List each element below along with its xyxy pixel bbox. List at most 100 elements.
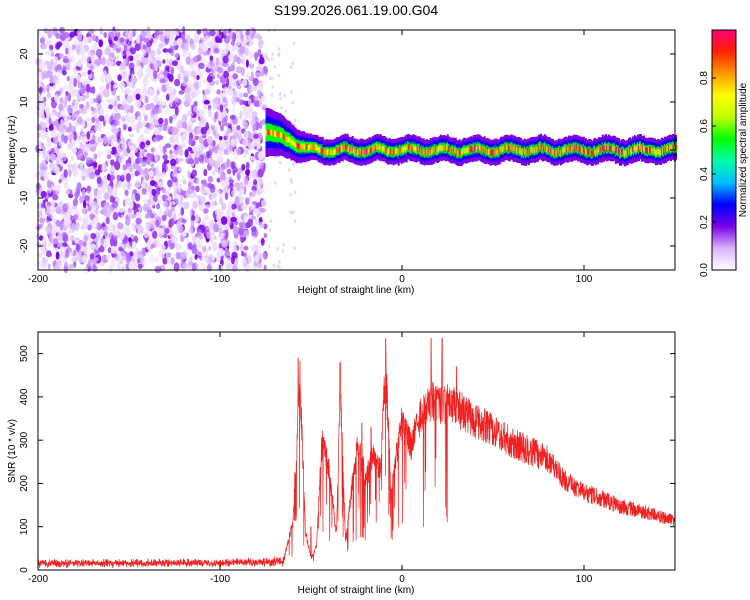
spectrogram-noise-cell (185, 34, 191, 43)
spectrogram-noise-cell (191, 245, 197, 255)
spectrogram-noise-cell (96, 104, 102, 114)
spectrogram-noise-cell (161, 244, 166, 251)
spectrogram-noise-cell (181, 114, 188, 122)
spectrogram-noise-cell (219, 149, 225, 156)
spectrogram-noise-cell (221, 202, 227, 211)
spectrogram-noise-cell (254, 99, 261, 106)
spectrogram-noise-cell (82, 119, 86, 128)
spectrogram-noise-cell (145, 68, 152, 78)
spectrogram-noise-cell (206, 151, 209, 158)
spectrogram-noise-cell (169, 149, 173, 155)
spectrogram-noise-cell (208, 193, 213, 200)
spectrogram-noise-cell (133, 262, 139, 268)
spectrogram-noise-cell (153, 120, 160, 126)
spectrogram-noise-cell (98, 39, 103, 48)
spectrogram-noise-cell (241, 79, 248, 87)
spectrogram-noise-cell (71, 44, 76, 51)
spectrogram-noise-cell (250, 245, 256, 252)
spectrogram-noise-cell (225, 78, 230, 87)
spectrogram-noise-cell (154, 38, 158, 47)
spectrogram-noise-cell (146, 209, 153, 215)
spectrogram-noise-cell (46, 190, 51, 199)
spectrogram-noise-cell (50, 148, 55, 153)
spectrogram-noise-cell (46, 217, 50, 224)
spectrogram-noise-cell (203, 179, 207, 187)
spectrogram-noise-cell (41, 246, 46, 255)
spectrogram-noise-cell (78, 108, 84, 114)
spectrogram-noise-cell (67, 132, 74, 140)
spectrogram-noise-cell (290, 180, 294, 184)
spectrogram-noise-cell (214, 146, 218, 154)
spectrogram-noise-cell (161, 171, 166, 179)
spectrogram-noise-cell (281, 249, 284, 253)
spectrogram-noise-cell (289, 65, 293, 70)
spectrogram-noise-cell (152, 230, 158, 239)
spectrogram-noise-cell (63, 214, 71, 224)
spectrogram-noise-cell (249, 85, 253, 94)
spectrogram-noise-cell (125, 218, 131, 226)
spectrogram-noise-cell (293, 118, 297, 123)
spectrogram-noise-cell (121, 143, 126, 150)
spectrogram-noise-cell (135, 100, 142, 108)
spectrogram-noise-cell (180, 142, 186, 148)
spectrogram-noise-cell (254, 208, 260, 216)
spectrogram-noise-cell (167, 179, 173, 188)
spectrogram-noise-cell (161, 248, 166, 256)
spectrogram-noise-cell (220, 124, 224, 132)
spectrogram-noise-cell (65, 47, 69, 55)
spectrogram-noise-cell (178, 244, 182, 251)
spectrogram-noise-cell (253, 95, 259, 101)
spectrogram-noise-cell (221, 117, 227, 127)
spectrogram-noise-cell (194, 254, 198, 260)
spectrogram-noise-cell (201, 45, 206, 53)
spectrogram-noise-cell (71, 147, 78, 154)
spectrogram-noise-cell (219, 37, 223, 44)
spectrogram-noise-cell (198, 62, 205, 69)
spectrogram-noise-cell (232, 32, 237, 42)
spectrogram-noise-cell (88, 192, 93, 200)
spectrogram-noise-cell (122, 70, 127, 78)
spectrogram-noise-cell (239, 46, 245, 55)
spectrogram-noise-cell (59, 97, 64, 104)
colorbar-tick-label: 0.4 (699, 167, 710, 181)
spectrogram-noise-cell (58, 103, 64, 112)
spectrogram-noise-cell (225, 229, 229, 239)
spectrogram-noise-cell (277, 73, 281, 78)
spectrogram-noise-cell (119, 251, 126, 261)
spectrogram-noise-cell (244, 211, 249, 220)
spectrogram-noise-cell (224, 192, 229, 200)
spectrogram-noise-cell (54, 111, 61, 117)
spectrogram-noise-cell (169, 135, 176, 144)
spectrogram-noise-cell (277, 47, 281, 51)
spectrogram-noise-cell (42, 258, 48, 266)
spectrogram-noise-cell (220, 173, 226, 182)
spectrogram-noise-cell (168, 219, 173, 229)
spectrogram-noise-cell (249, 120, 256, 126)
spectrogram-noise-cell (81, 207, 87, 214)
spectrogram-noise-cell (59, 221, 64, 231)
spectrogram-noise-cell (233, 43, 239, 51)
spectrogram-noise-cell (143, 127, 151, 135)
spectrogram-noise-cell (135, 34, 141, 44)
spectrogram-noise-cell (208, 40, 215, 48)
spectrogram-noise-cell (242, 151, 248, 159)
spectrogram-noise-cell (181, 80, 187, 87)
spectrogram-noise-cell (258, 57, 265, 65)
spectrogram-noise-cell (46, 205, 51, 211)
spectrogram-noise-cell (79, 161, 84, 167)
spectrogram-noise-cell (122, 164, 128, 171)
spectrogram-noise-cell (93, 257, 99, 262)
spectrogram-noise-cell (161, 214, 167, 221)
spectrogram-noise-cell (252, 84, 258, 92)
spectrogram-noise-cell (124, 189, 129, 196)
spectrogram-noise-cell (263, 264, 267, 271)
spectrogram-noise-cell (203, 99, 210, 105)
spectrogram-noise-cell (216, 89, 221, 95)
spectrogram-noise-cell (136, 115, 143, 121)
spectrogram-noise-cell (272, 263, 276, 268)
spectrogram-noise-cell (198, 146, 203, 155)
spectrogram-noise-cell (52, 56, 59, 65)
spectrogram-noise-cell (142, 50, 147, 56)
spectrogram-noise-cell (211, 170, 216, 177)
